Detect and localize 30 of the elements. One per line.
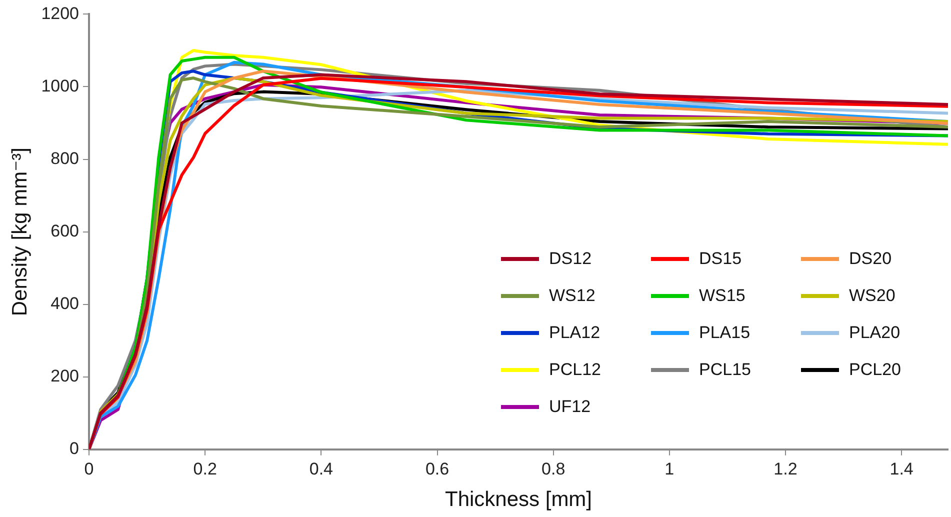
legend-label: WS15 — [699, 286, 746, 306]
legend-label: PCL12 — [549, 360, 601, 380]
y-tick-label: 600 — [50, 221, 80, 240]
x-tick-label: 0 — [84, 459, 94, 478]
legend-label: DS12 — [549, 249, 592, 269]
y-tick-label: 200 — [50, 366, 80, 386]
x-tick-label: 1 — [664, 459, 674, 478]
legend-label: WS20 — [849, 286, 896, 306]
x-tick-label: 1.2 — [774, 459, 798, 478]
y-axis-title: Density [kg mm⁻³] — [8, 147, 32, 316]
legend-label: PLA20 — [849, 323, 900, 343]
x-tick-label: 0.8 — [542, 459, 566, 478]
legend-label: DS15 — [699, 249, 742, 269]
y-tick-label: 400 — [50, 294, 80, 314]
x-tick-label: 0.6 — [425, 459, 450, 478]
legend-label: PLA15 — [699, 323, 750, 343]
x-tick-label: 1.4 — [890, 459, 914, 478]
legend-label: WS12 — [549, 286, 596, 306]
legend-label: UF12 — [549, 397, 591, 417]
y-tick-label: 1200 — [41, 4, 80, 23]
legend-label: PCL20 — [849, 360, 901, 380]
legend-label: DS20 — [849, 249, 892, 269]
legend-label: PCL15 — [699, 360, 751, 380]
x-tick-label: 0.4 — [309, 459, 333, 478]
y-tick-label: 1000 — [41, 76, 80, 96]
y-tick-label: 0 — [70, 439, 80, 458]
legend-label: PLA12 — [549, 323, 600, 343]
x-axis-title: Thickness [mm] — [444, 488, 592, 512]
x-tick-label: 0.2 — [193, 459, 217, 478]
y-tick-label: 800 — [50, 148, 80, 168]
